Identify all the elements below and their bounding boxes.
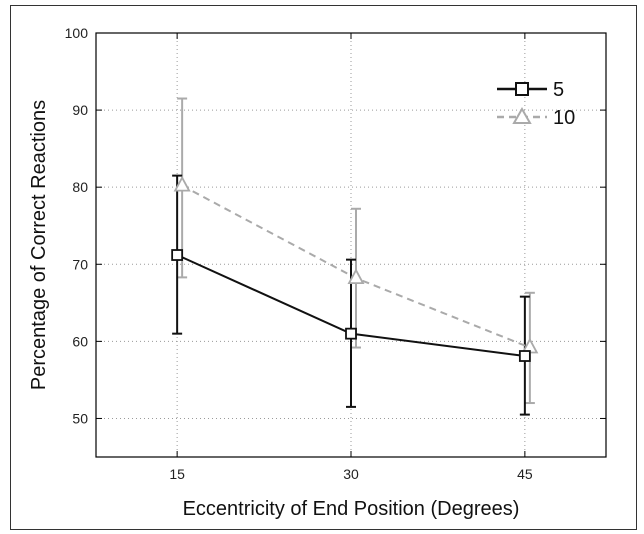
data-point-series-5-x30 <box>345 327 357 340</box>
x-tick-label-30: 30 <box>343 466 359 482</box>
axis-ticks: 50 60 70 80 90 100 15 30 45 <box>65 25 606 482</box>
y-tick-label-60: 60 <box>72 333 88 349</box>
legend: 5 10 <box>497 79 575 129</box>
y-tick-label-100: 100 <box>65 25 89 41</box>
legend-label-series-5: 5 <box>553 79 564 101</box>
legend-label-series-10: 10 <box>553 107 575 129</box>
legend-marker-series-5 <box>515 82 529 96</box>
x-tick-label-15: 15 <box>169 466 185 482</box>
data-point-series-10-x30 <box>347 268 365 285</box>
y-tick-label-80: 80 <box>72 179 88 195</box>
y-axis-label: Percentage of Correct Reactions <box>28 100 50 390</box>
data-point-series-5-x15 <box>171 249 184 261</box>
series-markers <box>171 175 539 362</box>
y-tick-label-70: 70 <box>72 256 88 272</box>
y-tick-label-90: 90 <box>72 102 88 118</box>
legend-marker-series-10 <box>512 106 532 124</box>
y-tick-label-50: 50 <box>72 410 88 426</box>
data-point-series-10-x15 <box>173 175 191 192</box>
x-axis-label: Eccentricity of End Position (Degrees) <box>183 498 520 520</box>
data-point-series-5-x45 <box>518 350 531 362</box>
x-tick-label-45: 45 <box>517 466 533 482</box>
